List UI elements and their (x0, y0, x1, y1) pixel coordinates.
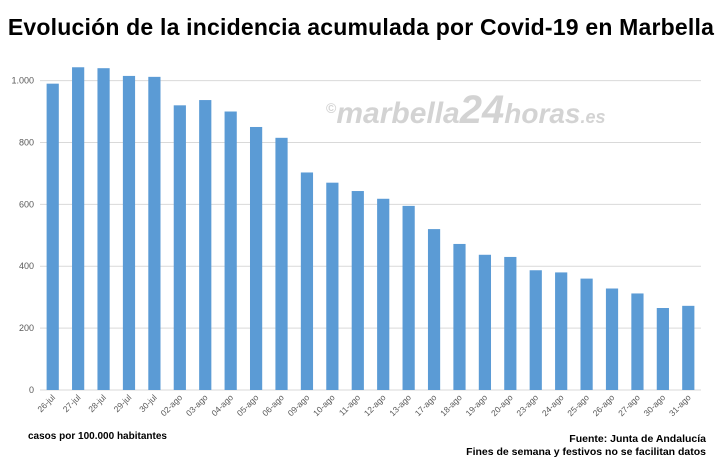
bar (199, 100, 212, 391)
x-tick-label: 27-jul (61, 392, 83, 414)
bar (122, 75, 136, 390)
y-tick-label: 0 (29, 385, 34, 395)
bar (529, 270, 542, 390)
chart-area: 0 200 400 600 800 1.000 26-jul 27-jul 28-jul 29-j… (8, 48, 712, 434)
y-tick-label: 1.000 (11, 76, 34, 86)
bar (224, 111, 237, 390)
bar (580, 278, 593, 390)
units-note: casos por 100.000 habitantes (28, 431, 167, 442)
x-tick-label: 20-ago (489, 392, 515, 418)
x-tick-label: 19-ago (464, 392, 490, 418)
bar (453, 243, 466, 390)
source-note: Fuente: Junta de Andalucía Fines de sema… (466, 433, 706, 459)
x-tick-label: 17-ago (413, 392, 439, 418)
x-tick-label: 29-jul (112, 392, 134, 414)
bar (504, 256, 517, 390)
x-tick-label: 23-ago (514, 392, 540, 418)
x-tick-label: 12-ago (362, 392, 388, 418)
bar (300, 172, 314, 390)
bar (631, 293, 644, 390)
bar (605, 288, 619, 390)
bar (351, 191, 364, 390)
source-line: Fuente: Junta de Andalucía (569, 433, 706, 445)
y-tick-label: 600 (19, 199, 34, 209)
x-tick-label: 28-jul (86, 392, 108, 414)
bar (46, 83, 59, 391)
x-tick-label: 02-ago (158, 392, 184, 418)
bar (478, 254, 492, 390)
bar (656, 308, 669, 390)
x-tick-label: 05-ago (235, 392, 261, 418)
bar (72, 67, 85, 390)
bar (97, 68, 110, 391)
bar (555, 272, 568, 390)
x-tick-label: 30-ago (641, 392, 667, 418)
x-tick-label: 24-ago (540, 392, 566, 418)
bar (173, 105, 186, 391)
y-tick-label: 200 (19, 323, 34, 333)
x-tick-label: 10-ago (311, 392, 337, 418)
x-tick-label: 25-ago (565, 392, 591, 418)
x-tick-label: 09-ago (286, 392, 312, 418)
chart-title: Evolución de la incidencia acumulada por… (7, 14, 715, 40)
x-tick-label: 27-ago (616, 392, 642, 418)
watermark-logo: ©marbella24horas.es (326, 88, 606, 132)
bar-chart: 0 200 400 600 800 1.000 26-jul 27-jul 28-jul 29-j… (11, 67, 701, 418)
x-tick-label: 03-ago (184, 392, 210, 418)
x-tick-label: 13-ago (387, 392, 413, 418)
x-tick-label: 06-ago (260, 392, 286, 418)
bar (275, 137, 288, 390)
x-tick-label: 11-ago (337, 392, 363, 418)
y-tick-label: 800 (19, 137, 34, 147)
x-tick-label: 26-jul (35, 392, 57, 414)
bar (148, 76, 161, 390)
x-tick-label: 26-ago (591, 392, 617, 418)
bar (326, 182, 339, 390)
bar (427, 229, 441, 390)
bar (402, 205, 415, 390)
data-availability-note: Fines de semana y festivos no se facilit… (466, 446, 706, 458)
bar (249, 126, 263, 390)
x-tick-label: 04-ago (209, 392, 235, 418)
x-tick-label: 18-ago (438, 392, 464, 418)
x-tick-label: 31-ago (667, 392, 693, 418)
x-tick-label: 30-jul (137, 392, 159, 414)
bar (682, 305, 695, 390)
bar (377, 198, 390, 390)
y-tick-label: 400 (19, 261, 34, 271)
